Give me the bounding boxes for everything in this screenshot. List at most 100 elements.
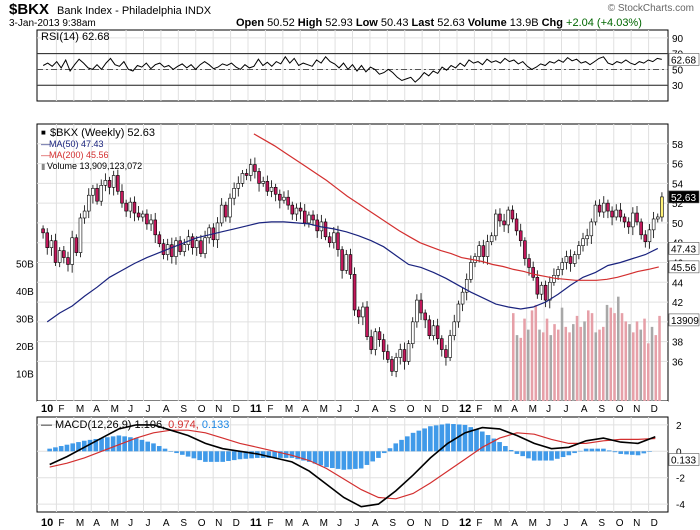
price-axis-label: O [198, 404, 206, 415]
price-axis-label: M [111, 404, 119, 415]
candle-body [190, 236, 195, 248]
macd-axis-label: N [633, 518, 640, 529]
macd-histogram-bar [295, 451, 301, 460]
candle-body [440, 338, 444, 350]
macd-histogram-bar [514, 451, 520, 454]
macd-histogram-bar [370, 451, 375, 462]
candle-body [149, 219, 153, 225]
volume-tick-label: 10B [16, 370, 34, 381]
candle-body [543, 284, 548, 301]
volume-tick-label: 20B [16, 342, 34, 353]
macd-axis-label: 12 [459, 517, 471, 529]
candle-body [261, 181, 265, 184]
macd-axis-label: O [407, 518, 415, 529]
candle-body [124, 202, 128, 212]
macd-histogram-bar [462, 424, 468, 452]
candle-body [464, 279, 469, 293]
volume-bar [527, 329, 530, 401]
candle-body [95, 188, 99, 202]
candle-body [352, 274, 357, 311]
candle-body [290, 204, 295, 215]
quote-label-last: Last [411, 17, 438, 29]
price-axis-label: S [180, 404, 187, 415]
quote-date: 3-Jan-2013 9:38am [9, 18, 96, 29]
volume-bar [632, 332, 635, 401]
macd-histogram-bar [422, 428, 427, 452]
macd-legend-value: 1.106, [135, 419, 169, 431]
macd-histogram-bar [647, 451, 652, 452]
price-axis-label: M [529, 404, 537, 415]
macd-histogram-bar [81, 440, 87, 452]
macd-histogram-bar [474, 429, 479, 452]
macd-histogram-bar [635, 451, 641, 456]
price-tick-label: 42 [672, 298, 684, 309]
candle-body [485, 241, 490, 257]
volume-bar [628, 324, 631, 401]
candle-body [286, 196, 290, 206]
macd-histogram-bar [560, 451, 566, 458]
ma50-line [46, 221, 659, 323]
volume-bar [575, 315, 579, 401]
price-axis-label: A [302, 404, 309, 415]
candle-body [381, 339, 386, 352]
candle-body [469, 262, 473, 280]
rsi-legend: RSI(14) 62.68 [41, 31, 109, 43]
rsi-tick-label: 90 [672, 34, 684, 45]
candle-body [228, 197, 232, 218]
candle-body [560, 262, 564, 270]
ma200-legend: MA(200) 45.56 [49, 150, 109, 160]
candle-body [103, 180, 108, 186]
candle-body [656, 216, 660, 220]
price-axis-label: J [146, 404, 151, 415]
macd-legend-value: 0.133 [202, 419, 230, 431]
macd-line [49, 424, 656, 508]
macd-histogram-bar [503, 446, 508, 452]
candle-body [523, 240, 527, 259]
price-last-label: 52.63 [671, 193, 696, 204]
volume-current-label: 13909 [671, 316, 699, 327]
price-tick-label: 38 [672, 338, 684, 349]
macd-histogram-bar [289, 451, 295, 458]
candle-body [66, 257, 70, 265]
macd-histogram-bar [601, 448, 606, 452]
macd-histogram-bar [237, 451, 243, 460]
macd-axis-label: D [233, 518, 240, 529]
macd-axis-label: D [651, 518, 658, 529]
macd-histogram-bar [151, 443, 156, 452]
macd-histogram-bar [76, 442, 81, 452]
macd-histogram-bar [629, 451, 635, 455]
macd-histogram-bar [399, 439, 404, 452]
macd-tick-label: -2 [676, 474, 685, 485]
macd-legend-value: 0.974, [168, 419, 202, 431]
candle-body [639, 221, 643, 236]
macd-axis-label: M [285, 518, 293, 529]
macd-histogram-bar [87, 439, 93, 452]
macd-histogram-bar [306, 451, 312, 462]
macd-axis-label: J [564, 518, 569, 529]
price-axis-label: D [651, 404, 658, 415]
macd-histogram-bar [122, 436, 127, 452]
exchange-label: INDX [184, 5, 212, 17]
macd-histogram-bar [508, 449, 514, 452]
price-axis-label: N [424, 404, 431, 415]
macd-histogram-bar [226, 451, 231, 461]
candle-body [178, 240, 182, 252]
macd-axis-label: M [320, 518, 328, 529]
candle-body [219, 204, 224, 224]
macd-axis-label: A [581, 518, 588, 529]
candle-body [518, 230, 523, 242]
macd-histogram-bar [554, 451, 560, 459]
candle-body [651, 218, 656, 231]
candle-body [224, 204, 228, 218]
rsi-tick-label: 30 [672, 81, 684, 92]
candle-body [49, 240, 54, 248]
price-axis-label: D [442, 404, 449, 415]
macd-histogram-bar [624, 451, 629, 455]
macd-histogram-bar [479, 431, 485, 452]
macd-histogram-bar [208, 451, 214, 462]
macd-histogram-bar [162, 448, 168, 452]
macd-histogram-bar [416, 430, 422, 452]
price-tick-label: 54 [672, 179, 684, 190]
macd-axis-label: 10 [41, 517, 53, 529]
macd-histogram-bar [335, 451, 341, 469]
